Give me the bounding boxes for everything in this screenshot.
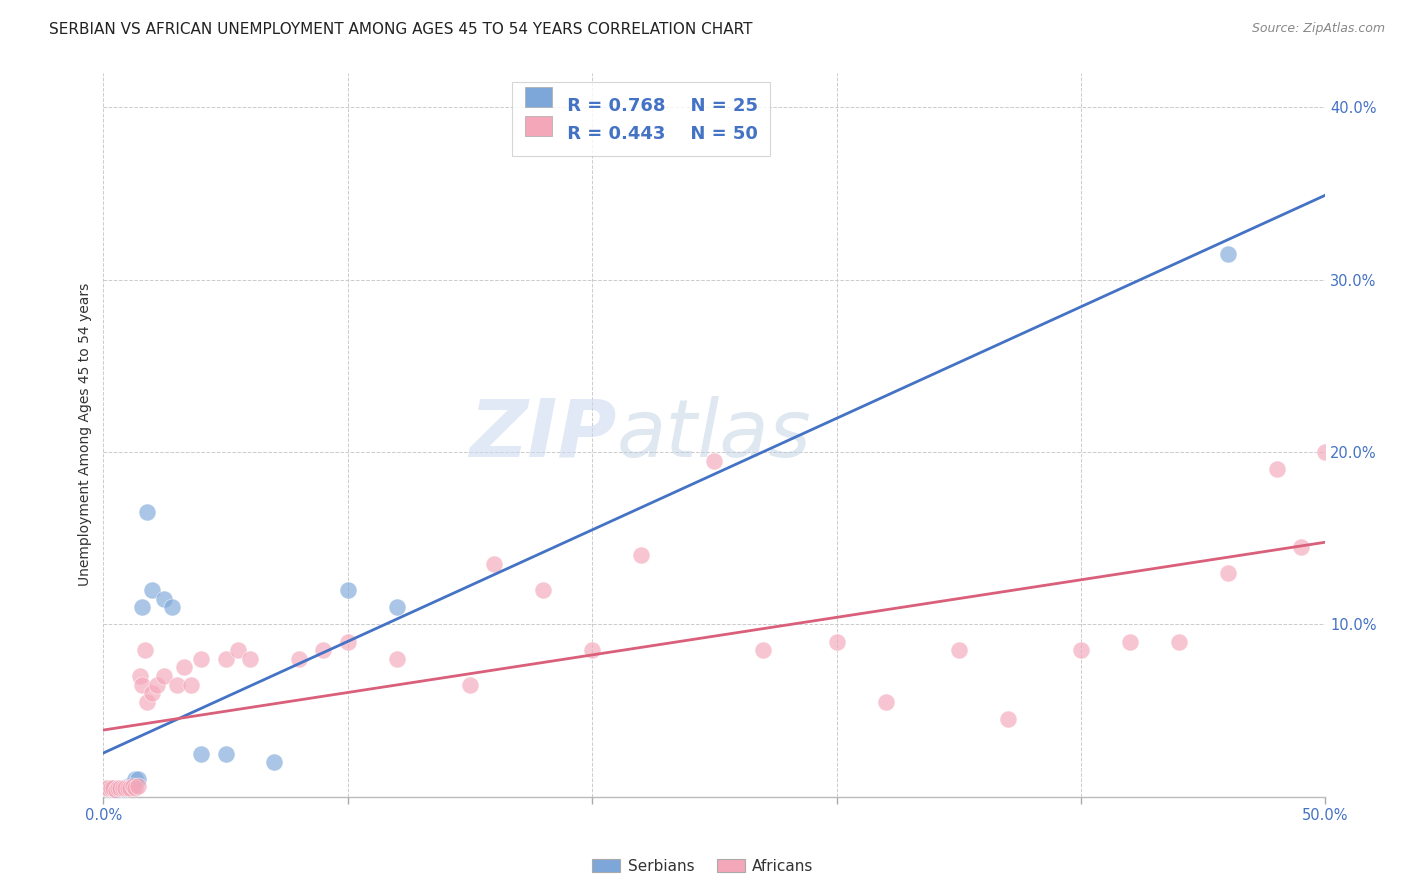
- Point: [110, 780, 132, 795]
- Point: [127, 780, 149, 794]
- Point: [127, 772, 149, 787]
- Point: [124, 780, 146, 795]
- Point: [141, 582, 163, 597]
- Point: [484, 557, 506, 571]
- Point: [94, 780, 117, 795]
- Point: [214, 747, 236, 761]
- Text: ZIP: ZIP: [470, 396, 617, 474]
- Point: [1119, 634, 1142, 648]
- Point: [190, 747, 212, 761]
- Point: [104, 782, 127, 797]
- Point: [581, 643, 603, 657]
- Text: SERBIAN VS AFRICAN UNEMPLOYMENT AMONG AGES 45 TO 54 YEARS CORRELATION CHART: SERBIAN VS AFRICAN UNEMPLOYMENT AMONG AG…: [49, 22, 752, 37]
- Point: [114, 780, 136, 795]
- Point: [1216, 247, 1239, 261]
- Point: [134, 643, 156, 657]
- Point: [111, 780, 134, 795]
- Point: [531, 582, 554, 597]
- Point: [160, 600, 183, 615]
- Point: [180, 678, 202, 692]
- Text: Source: ZipAtlas.com: Source: ZipAtlas.com: [1251, 22, 1385, 36]
- Point: [101, 780, 124, 795]
- Point: [110, 784, 132, 798]
- Point: [117, 780, 139, 795]
- Point: [136, 505, 159, 519]
- Point: [120, 780, 142, 795]
- Point: [825, 634, 848, 648]
- Point: [1216, 566, 1239, 580]
- Point: [288, 652, 311, 666]
- Point: [121, 780, 143, 794]
- Point: [107, 780, 129, 795]
- Point: [336, 582, 359, 597]
- Point: [226, 643, 249, 657]
- Point: [166, 678, 188, 692]
- Point: [336, 634, 359, 648]
- Point: [630, 549, 652, 563]
- Point: [1167, 634, 1189, 648]
- Point: [100, 780, 122, 795]
- Point: [114, 780, 136, 795]
- Point: [153, 669, 176, 683]
- Point: [385, 652, 408, 666]
- Point: [111, 780, 134, 795]
- Point: [458, 678, 481, 692]
- Point: [1289, 540, 1312, 554]
- Point: [146, 678, 169, 692]
- Point: [173, 660, 195, 674]
- Point: [153, 591, 176, 606]
- Point: [752, 643, 775, 657]
- Point: [131, 678, 153, 692]
- Point: [120, 780, 142, 794]
- Point: [190, 652, 212, 666]
- Point: [124, 772, 146, 787]
- Point: [1265, 462, 1288, 476]
- Point: [107, 780, 129, 795]
- Point: [703, 453, 725, 467]
- Y-axis label: Unemployment Among Ages 45 to 54 years: Unemployment Among Ages 45 to 54 years: [79, 283, 93, 586]
- Point: [136, 695, 159, 709]
- Point: [100, 780, 122, 795]
- Point: [131, 600, 153, 615]
- Point: [117, 780, 139, 794]
- Point: [1315, 445, 1337, 459]
- Point: [121, 780, 143, 794]
- Point: [129, 669, 152, 683]
- Point: [97, 780, 120, 795]
- Point: [1070, 643, 1092, 657]
- Point: [312, 643, 335, 657]
- Point: [239, 652, 262, 666]
- Point: [875, 695, 897, 709]
- Point: [263, 755, 285, 769]
- Text: atlas: atlas: [617, 396, 811, 474]
- Point: [141, 686, 163, 700]
- Point: [997, 712, 1019, 726]
- Point: [104, 782, 127, 797]
- Point: [97, 780, 120, 795]
- Legend: Serbians, Africans: Serbians, Africans: [586, 853, 820, 880]
- Point: [948, 643, 970, 657]
- Legend:  R = 0.768    N = 25,  R = 0.443    N = 50: R = 0.768 N = 25, R = 0.443 N = 50: [512, 82, 770, 156]
- Point: [214, 652, 236, 666]
- Point: [385, 600, 408, 615]
- Point: [94, 780, 117, 795]
- Point: [101, 780, 124, 795]
